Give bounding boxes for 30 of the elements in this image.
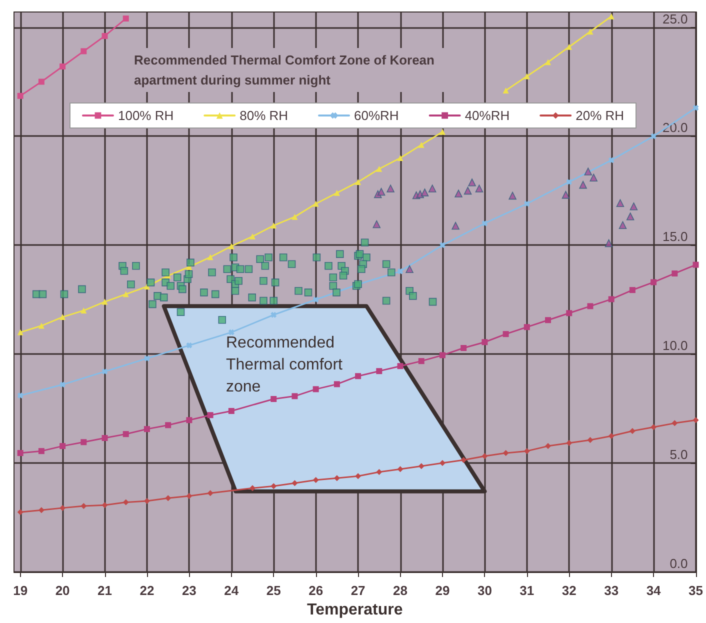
x-tick-label: 25 xyxy=(266,583,281,598)
x-tick-label: 34 xyxy=(646,583,662,598)
legend-label: 60%RH xyxy=(354,108,399,123)
text: Recommended Thermal Comfort Zone of Korean apartment during summer night xyxy=(134,52,438,88)
x-tick-label: 30 xyxy=(477,583,492,598)
x-tick-label: 31 xyxy=(520,583,534,598)
x-tick-label: 21 xyxy=(98,583,112,598)
x-tick-label: 23 xyxy=(182,583,196,598)
y-tick-label: 15.0 xyxy=(662,229,688,244)
x-tick-label: 26 xyxy=(308,583,324,598)
x-tick-label: 27 xyxy=(350,583,366,598)
y-tick-label: 25.0 xyxy=(662,11,688,26)
x-tick-label: 20 xyxy=(55,583,70,598)
x-tick-label: 28 xyxy=(393,583,408,598)
x-tick-label: 35 xyxy=(688,583,704,598)
x-tick-label: 29 xyxy=(435,583,450,598)
legend-label: 100% RH xyxy=(118,108,174,123)
y-tick-label: 10.0 xyxy=(662,338,688,354)
legend-label: 20% RH xyxy=(576,108,624,123)
x-tick-label: 33 xyxy=(604,583,619,598)
y-tick-label: 0.0 xyxy=(670,556,688,571)
x-tick-label: 32 xyxy=(562,583,576,598)
y-tick-label: 5.0 xyxy=(670,447,688,462)
annotation: Recommended Thermal comfort zone xyxy=(226,334,347,396)
x-axis-title: Temperature xyxy=(307,602,403,618)
x-tick-label: 19 xyxy=(13,583,28,598)
legend-label: 40%RH xyxy=(464,108,510,123)
x-tick-label: 24 xyxy=(224,583,240,598)
x-tick-label: 22 xyxy=(140,583,154,598)
legend-label: 80% RH xyxy=(240,108,288,123)
